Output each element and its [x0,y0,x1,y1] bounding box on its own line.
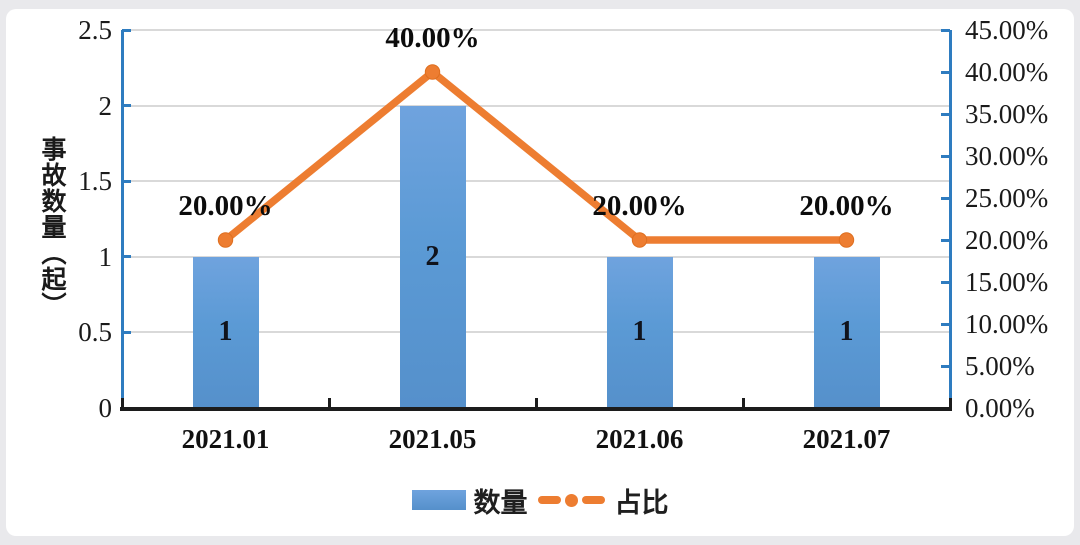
right-tick-label: 0.00% [965,393,1035,423]
x-axis-label: 2021.06 [595,424,684,454]
line-series-path [221,68,851,244]
line-data-label: 20.00% [799,190,894,222]
line-marker-icon [838,232,855,248]
bar-data-label: 1 [632,316,647,348]
left-axis-tick [122,104,131,108]
line-marker-icon [631,232,648,248]
right-axis-line [948,30,952,410]
left-axis-tick [122,255,131,259]
bar-data-label: 1 [839,316,854,348]
bar-data-label: 1 [218,316,233,348]
left-axis-title: 事故数量（起） [38,136,65,318]
gridline [122,29,950,31]
left-tick-label: 0.5 [78,317,112,348]
left-axis-tick [122,179,131,183]
line-marker-icon [424,64,441,80]
legend-bar-swatch-icon [411,490,466,510]
right-axis-tick [941,70,950,74]
right-tick-label: 30.00% [965,141,1049,171]
legend-label-line: 占比 [614,487,669,518]
legend-dash-icon [537,496,561,504]
gridline [122,180,950,183]
right-axis-tick [941,196,950,200]
right-tick-label: 20.00% [965,225,1049,255]
bar-data-label: 2 [425,240,440,272]
line-marker-icon [217,232,234,248]
legend-label-bars: 数量 [473,487,528,518]
legend: 数量 占比 [0,483,1080,518]
left-tick-label: 2 [98,90,113,121]
line-data-label: 40.00% [385,22,480,54]
right-tick-label: 35.00% [965,99,1049,129]
right-tick-label: 25.00% [965,183,1049,213]
gridline [122,331,950,334]
x-axis-label: 2021.05 [388,424,477,454]
right-axis-tick [941,28,950,32]
bottom-axis-tick [534,398,538,408]
bar [606,256,673,408]
legend-dot-icon [564,493,578,507]
right-axis-tick [941,322,950,326]
left-axis-tick [122,28,131,32]
bottom-axis-tick [948,398,952,408]
bottom-axis-tick [120,398,124,408]
legend-dash-icon [581,496,605,504]
line-data-label: 20.00% [178,190,273,222]
left-tick-label: 0 [98,393,113,423]
right-axis-tick [941,112,950,116]
right-tick-label: 15.00% [965,267,1049,297]
right-axis-tick [941,238,950,242]
x-axis-label: 2021.01 [181,424,270,454]
right-tick-label: 10.00% [965,309,1049,339]
left-tick-label: 1.5 [78,166,112,197]
gridline [122,255,950,258]
right-tick-label: 45.00% [965,15,1049,45]
bottom-axis-line [120,407,952,411]
left-tick-label: 2.5 [78,15,112,45]
gridline [122,104,950,107]
right-tick-label: 40.00% [965,57,1049,87]
line-data-label: 20.00% [592,190,687,222]
x-axis-label: 2021.07 [802,424,891,454]
right-axis-tick [941,364,950,368]
right-tick-label: 5.00% [965,351,1035,381]
left-tick-label: 1 [98,241,113,272]
bar [192,256,259,408]
legend-line-swatch-icon [537,493,605,507]
left-axis-line [120,30,124,410]
left-axis-tick [122,330,131,334]
bar [813,256,880,408]
right-axis-tick [941,280,950,284]
bottom-axis-tick [327,398,331,408]
right-axis-tick [941,154,950,158]
bottom-axis-tick [741,398,745,408]
